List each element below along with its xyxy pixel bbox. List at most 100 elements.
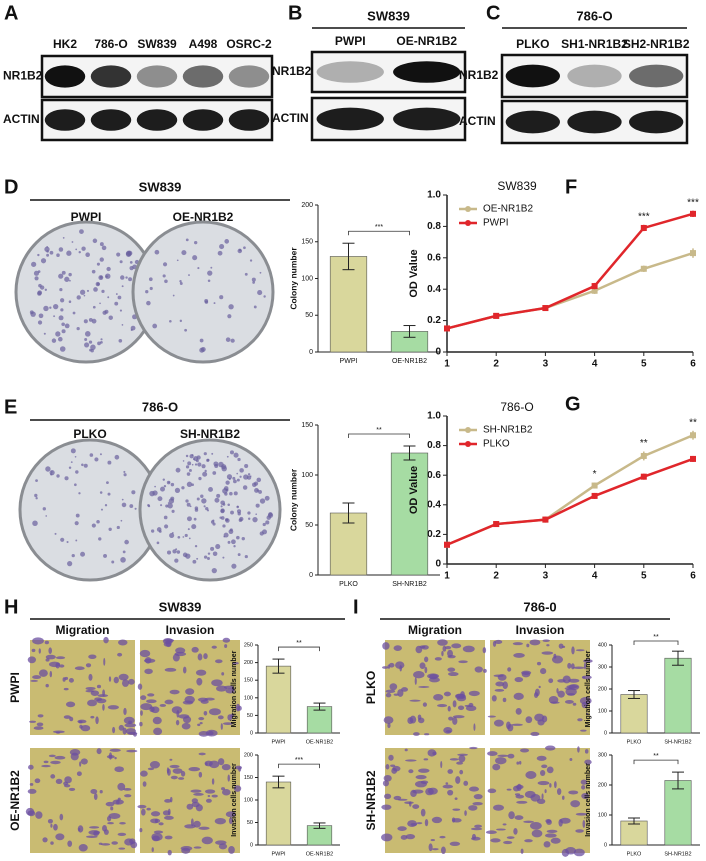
legend-label: SH-NR1B2 — [483, 425, 533, 436]
x-tick-label: OE-NR1B2 — [306, 739, 334, 745]
x-tick-label: 6 — [690, 359, 696, 370]
legend-marker — [465, 220, 471, 226]
cell-blob — [443, 691, 451, 697]
colony-dot — [122, 550, 126, 554]
blot-band — [228, 65, 270, 88]
cell-blob — [382, 642, 390, 650]
colony-dot — [148, 277, 153, 282]
cell-blob — [193, 792, 204, 796]
cell-blob — [536, 798, 546, 805]
cell-blob — [185, 688, 195, 695]
x-tick-label: OE-NR1B2 — [392, 358, 427, 365]
colony-dot — [253, 305, 257, 309]
cell-blob — [54, 755, 66, 760]
colony-dot — [129, 504, 134, 508]
cell-blob — [447, 705, 451, 712]
cell-blob — [449, 841, 461, 847]
cell-blob — [550, 837, 561, 844]
colony-dot — [208, 487, 213, 492]
cell-blob — [96, 698, 107, 704]
blot-band — [629, 64, 684, 88]
cell-blob — [222, 789, 231, 796]
cell-blob — [62, 677, 66, 682]
cell-blob — [42, 837, 48, 843]
cell-blob — [424, 656, 429, 663]
blot-band — [182, 65, 224, 88]
colony-dot — [58, 315, 64, 321]
x-tick-label: PLKO — [339, 581, 358, 588]
cell-blob — [164, 835, 173, 840]
colony-dot — [179, 282, 183, 285]
cell-blob — [153, 830, 164, 834]
colony-dot — [196, 497, 200, 501]
y-tick-label: 0 — [309, 349, 313, 356]
cell-blob — [418, 768, 430, 773]
cell-blob — [469, 786, 479, 792]
cell-blob — [53, 823, 58, 831]
colony-dot — [176, 550, 181, 554]
cell-blob — [139, 649, 151, 658]
cell-blob — [50, 841, 54, 845]
colony-dot — [203, 452, 207, 456]
y-tick-label: 200 — [244, 660, 253, 666]
colony-dot — [111, 560, 115, 564]
cell-blob — [441, 846, 446, 855]
colony-dot — [214, 464, 219, 469]
panel-letter: I — [353, 596, 359, 618]
colony-dot — [254, 488, 259, 493]
cell-blob — [568, 790, 579, 795]
colony-dot — [247, 511, 251, 515]
y-tick-label: 100 — [598, 812, 607, 818]
colony-dot — [215, 543, 221, 550]
cell-blob — [463, 780, 469, 786]
colony-dot — [59, 346, 66, 352]
cell-blob — [557, 690, 565, 698]
point — [444, 541, 450, 548]
x-tick-label: 1 — [444, 571, 450, 582]
colony-dot — [164, 279, 168, 284]
cell-blob — [397, 826, 407, 831]
cell-blob — [198, 771, 203, 778]
cell-blob — [33, 726, 44, 730]
cell-blob — [55, 833, 65, 841]
cell-blob — [167, 768, 171, 776]
colony-dot — [224, 239, 230, 244]
cell-blob — [524, 790, 536, 798]
cell-blob — [205, 729, 218, 737]
cell-blob — [117, 782, 126, 791]
colony-dot — [185, 465, 190, 469]
cell-blob — [32, 675, 42, 680]
cell-blob — [444, 646, 452, 650]
cell-blob — [571, 646, 575, 655]
cell-blob — [459, 769, 464, 775]
cell-blob — [381, 833, 393, 842]
cell-blob — [150, 811, 161, 817]
cell-blob — [440, 761, 443, 769]
cell-blob — [525, 771, 537, 779]
colony-dot — [38, 313, 44, 319]
x-tick-label: 2 — [493, 359, 499, 370]
colony-dot — [219, 516, 222, 519]
cell-blob — [401, 687, 409, 692]
cell-blob — [507, 753, 515, 759]
transwell-cell-line: 786-0 — [523, 599, 556, 614]
x-tick-label: PLKO — [627, 739, 642, 745]
cell-blob — [452, 715, 465, 719]
cell-blob — [385, 689, 396, 694]
cell-blob — [464, 704, 471, 707]
y-axis-label: OD Value — [408, 466, 420, 514]
cell-blob — [442, 645, 447, 652]
colony-dot — [163, 515, 168, 520]
cell-blob — [490, 838, 501, 843]
colony-dot — [37, 291, 42, 296]
cell-blob — [506, 788, 512, 791]
colony-dot — [197, 267, 200, 270]
cell-blob — [529, 821, 542, 830]
colony-dot — [186, 481, 193, 488]
blot-band — [316, 61, 384, 83]
colony-dot — [57, 336, 63, 342]
colony-dot — [46, 250, 49, 253]
cell-blob — [513, 828, 518, 835]
cell-blob — [88, 673, 93, 681]
colony-dot — [219, 244, 225, 250]
